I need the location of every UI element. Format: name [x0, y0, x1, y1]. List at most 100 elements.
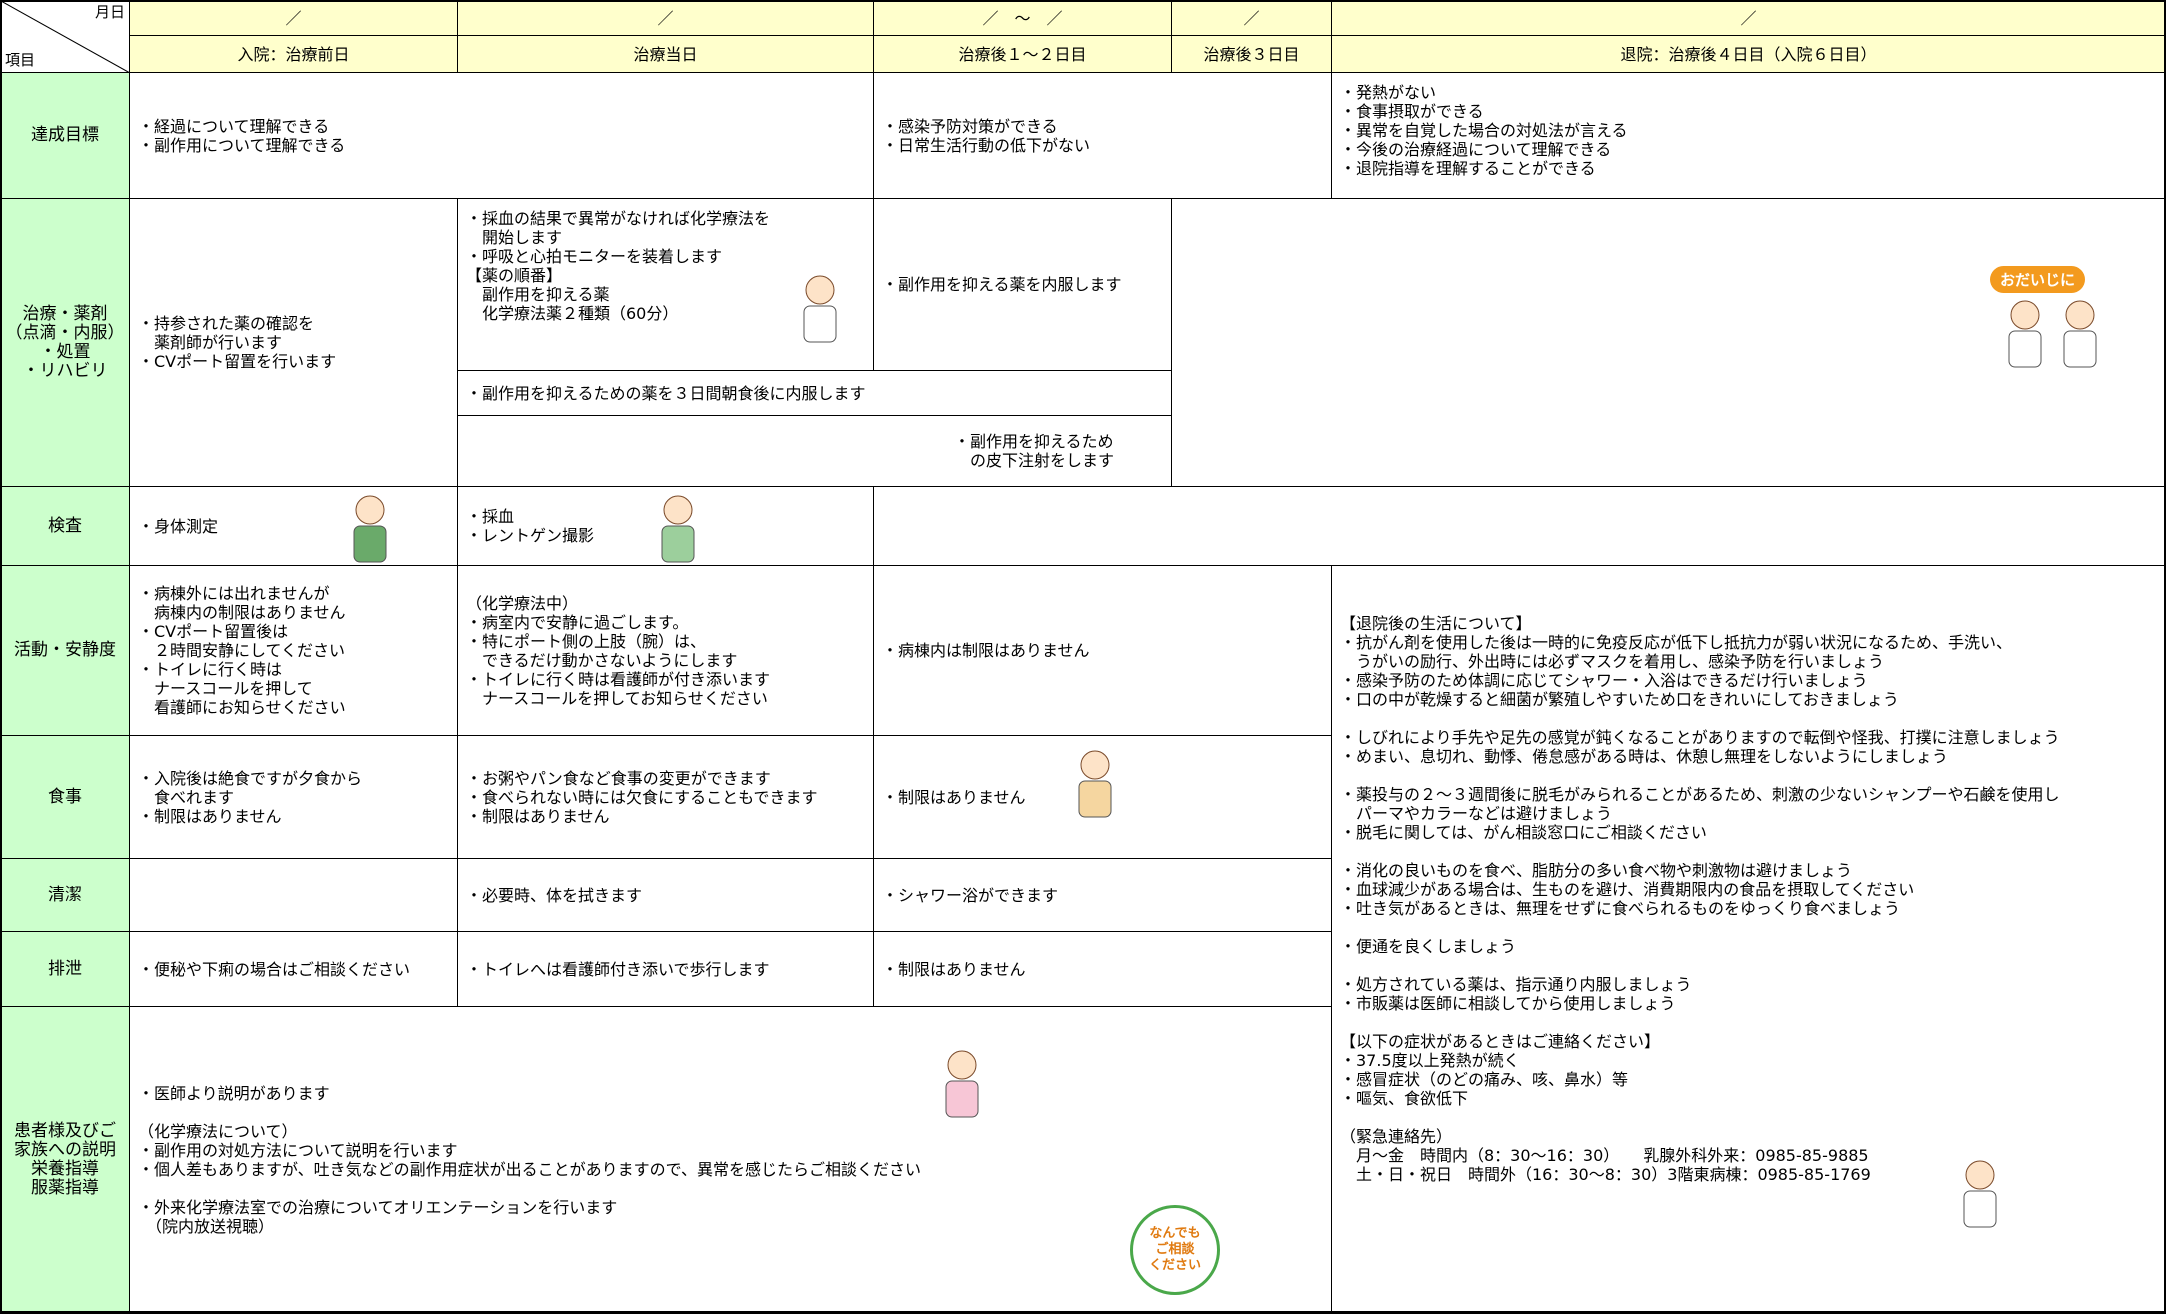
- text-line: （緊急連絡先）: [1340, 1127, 1453, 1146]
- illustration: [803, 275, 837, 343]
- text-line: ・経過について理解できる: [138, 116, 330, 136]
- text-line: 開始します: [466, 228, 563, 247]
- date: ／: [1740, 8, 1757, 28]
- content-cell: ・医師より説明があります （化学療法について） ・副作用の対処方法について説明を行い…: [129, 1006, 1332, 1314]
- content-cell: ・制限はありません: [873, 931, 1332, 1007]
- content-cell: ・入院後は絶食ですが夕食から 食べれます ・制限はありません: [129, 735, 458, 859]
- content-cell: ・経過について理解できる ・副作用について理解できる: [129, 72, 874, 199]
- badge-line: ご相談: [1155, 1242, 1195, 1257]
- illustration: [1078, 750, 1112, 818]
- text-block: ・消化の良いものを食べ、脂肪分の多い食べ物や刺激物は避けましょう ・血球減少がある…: [1340, 861, 2157, 918]
- row-label-line: 服薬指導: [31, 1178, 99, 1198]
- text-block: （化学療法について） ・副作用の対処方法について説明を行います ・個人差もありますが…: [138, 1122, 1323, 1179]
- text-line: ・副作用を抑えるため: [954, 432, 1114, 451]
- text-line: ・制限はありません: [882, 959, 1026, 979]
- text-line: ・副作用を抑えるための薬を３日間朝食後に内服します: [466, 383, 866, 403]
- text-line: （院内放送視聴）: [138, 1217, 275, 1236]
- date-cell: ／: [129, 0, 458, 36]
- text-line: ・持参された薬の確認を: [138, 314, 315, 333]
- content-cell: ・発熱がない ・食事摂取ができる ・異常を自覚した場合の対処法が言える ・今後の治療経…: [1331, 72, 2166, 199]
- text-line: 看護師にお知らせください: [138, 698, 346, 717]
- text-line: ・医師より説明があります: [138, 1084, 330, 1103]
- text-line: ・しびれにより手先や足先の感覚が鈍くなることがありますので転倒や怪我、打撲に注意…: [1340, 728, 2060, 747]
- row-label: 清潔: [0, 858, 130, 932]
- text-line: 【退院後の生活について】: [1340, 614, 1532, 633]
- phase-cell: 治療後３日目: [1171, 35, 1332, 73]
- row-label-line: 活動・安静度: [14, 640, 116, 660]
- text-block: 【以下の症状があるときはご連絡ください】 ・37.5度以上発熱が続く ・感冒症状（の…: [1340, 1032, 2157, 1108]
- text-block: ・薬投与の２〜３週間後に脱毛がみられることがあるため、刺激の少ないシャンプーや石…: [1340, 785, 2157, 842]
- text-line: 【薬の順番】: [466, 266, 563, 285]
- row-label: 達成目標: [0, 72, 130, 199]
- content-cell: ・副作用を抑えるための薬を３日間朝食後に内服します: [457, 370, 1172, 416]
- text-line: ・制限はありません: [882, 787, 1026, 807]
- text-block: ・身体測定: [138, 517, 449, 536]
- text-block: ・制限はありません: [882, 788, 1323, 807]
- row-label-line: 達成目標: [31, 125, 99, 145]
- text-line: ・特にポート側の上肢（腕）は、: [466, 631, 707, 651]
- row-label-line: 栄養指導: [31, 1159, 99, 1179]
- text-line: ・食事摂取ができる: [1340, 102, 1484, 121]
- phase-cell: 入院：治療前日: [129, 35, 458, 73]
- corner-cell: 月日 項目: [0, 0, 130, 73]
- date-cell: ／ 〜 ／: [873, 0, 1172, 36]
- text-line: ・身体測定: [138, 516, 219, 536]
- date-cell: ／: [1331, 0, 2166, 36]
- text-block: ・採血 ・レントゲン撮影: [466, 507, 865, 545]
- phase: 入院：治療前日: [237, 44, 350, 64]
- content-cell: ・感染予防対策ができる ・日常生活行動の低下がない: [873, 72, 1332, 199]
- text-block: ・持参された薬の確認を 薬剤師が行います ・CVポート留置を行います: [138, 314, 449, 371]
- illustration: [2008, 300, 2042, 368]
- badge-odaijini: おだいじに: [1990, 266, 2086, 293]
- text-block: ・副作用を抑えるための薬を３日間朝食後に内服します: [466, 384, 1163, 403]
- phase: 治療当日: [633, 44, 698, 64]
- text-line: ・採血の結果で異常がなければ化学療法を: [466, 209, 771, 228]
- text-line: ・めまい、息切れ、動悸、倦怠感がある時は、休憩し無理をしないようにしましょう: [1340, 747, 1948, 766]
- text-block: ・便秘や下痢の場合はご相談ください: [138, 960, 449, 979]
- phase-cell: 治療当日: [457, 35, 874, 73]
- text-block: ・採血の結果で異常がなければ化学療法を 開始します ・呼吸と心拍モニターを装着しま…: [466, 209, 865, 323]
- text-line: ・今後の治療経過について理解できる: [1340, 140, 1612, 159]
- row-label: 治療・薬剤 （点滴・内服） ・処置 ・リハビリ: [0, 198, 130, 487]
- illustration: [661, 495, 695, 563]
- text-line: ・レントゲン撮影: [466, 526, 595, 545]
- text-block: （緊急連絡先） 月〜金 時間内（8：30〜16：30） 乳腺外科外来：0985-…: [1340, 1127, 2157, 1184]
- content-cell: ・採血の結果で異常がなければ化学療法を 開始します ・呼吸と心拍モニターを装着しま…: [457, 198, 874, 371]
- row-label-line: 検査: [48, 515, 82, 536]
- text-line: ・感染予防対策ができる: [882, 116, 1058, 136]
- text-line: ・制限はありません: [138, 806, 282, 826]
- row-label: 検査: [0, 486, 130, 566]
- date: ／ 〜 ／: [982, 8, 1063, 28]
- text-block: ・必要時、体を拭きます: [466, 886, 865, 905]
- blank-cell: [873, 486, 2166, 566]
- text-block: ・経過について理解できる ・副作用について理解できる: [138, 117, 865, 155]
- illustration: [2063, 300, 2097, 368]
- illustration: [1963, 1160, 1997, 1228]
- text-line: 病棟内の制限はありません: [138, 603, 346, 622]
- text-line: ・血球減少がある場合は、生ものを避け、消費期限内の食品を摂取してください: [1340, 880, 1915, 899]
- phase-cell: 治療後１〜２日目: [873, 35, 1172, 73]
- row-label-line: ・リハビリ: [22, 360, 108, 381]
- text-line: ・抗がん剤を使用した後は一時的に免疫反応が低下し抵抗力が弱い状況になるため、手洗…: [1340, 633, 2013, 652]
- date-cell: ／: [1171, 0, 1332, 36]
- text-line: ・採血: [466, 507, 515, 526]
- text-line: ・個人差もありますが、吐き気などの副作用症状が出ることがありますので、異常を感じ…: [138, 1160, 922, 1179]
- content-cell: ・病棟外には出れませんが 病棟内の制限はありません ・CVポート留置後は ２時間安…: [129, 565, 458, 736]
- content-cell: ・副作用を抑えるため の皮下注射をします: [457, 415, 1172, 487]
- text-block: ・シャワー浴ができます: [882, 886, 1323, 905]
- content-cell: 【退院後の生活について】 ・抗がん剤を使用した後は一時的に免疫反応が低下し抵抗力が…: [1331, 565, 2166, 1314]
- text-line: ・日常生活行動の低下がない: [882, 135, 1091, 155]
- text-line: ・口の中が乾燥すると細菌が繁殖しやすいため口をきれいにしておきましょう: [1340, 690, 1899, 709]
- text-block: ・病棟内は制限はありません: [882, 641, 1323, 660]
- text-line: ・嘔気、食欲低下: [1340, 1089, 1469, 1108]
- date: ／: [657, 8, 674, 28]
- date: ／: [285, 8, 302, 28]
- text-line: ・副作用の対処方法について説明を行います: [138, 1141, 458, 1160]
- text-line: ・感染予防のため体調に応じてシャワー・入浴はできるだけ行いましょう: [1340, 671, 1868, 690]
- text-line: の皮下注射をします: [954, 451, 1115, 470]
- text-line: ・消化の良いものを食べ、脂肪分の多い食べ物や刺激物は避けましょう: [1340, 861, 1853, 880]
- text-line: 化学療法薬２種類（60分）: [466, 304, 679, 323]
- text-block: ・しびれにより手先や足先の感覚が鈍くなることがありますので転倒や怪我、打撲に注意…: [1340, 728, 2157, 766]
- text-line: 土・日・祝日 時間外（16：30〜8：30）3階東病棟：0985-85-1769: [1340, 1165, 1871, 1184]
- text-block: ・トイレへは看護師付き添いで歩行します: [466, 960, 865, 979]
